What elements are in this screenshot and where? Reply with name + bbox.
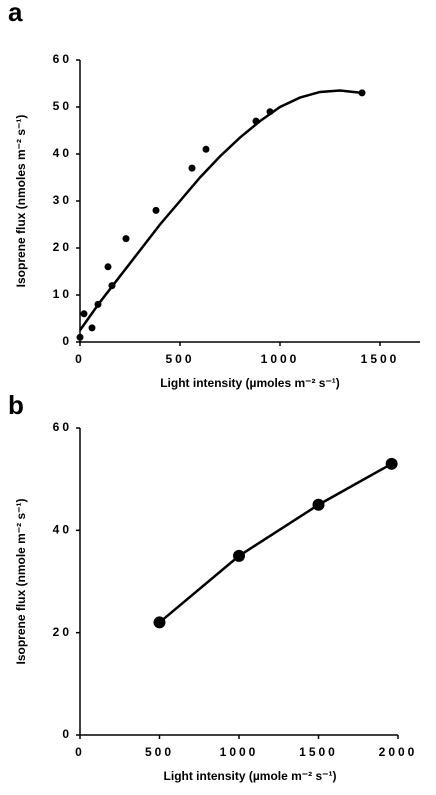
point: [358, 89, 366, 97]
point: [80, 310, 88, 318]
x-tick-label: 1000: [220, 745, 259, 759]
point: [266, 108, 274, 116]
point: [188, 164, 196, 172]
point: [252, 117, 260, 125]
fit-curve: [78, 89, 363, 331]
y-tick-label: 60: [53, 420, 72, 434]
x-axis-label: Light intensity (µmoles m⁻² s⁻¹): [160, 376, 340, 390]
point: [108, 282, 116, 290]
point: [202, 145, 210, 153]
x-tick-label: 500: [165, 352, 194, 366]
panel-label: a: [8, 0, 23, 27]
x-tick-label: 1500: [361, 352, 400, 366]
y-tick-label: 20: [53, 625, 72, 639]
y-tick-label: 40: [53, 523, 72, 537]
point: [152, 206, 160, 214]
x-axis-label: Light intensity (µmole m⁻² s⁻¹): [164, 769, 337, 783]
point: [153, 616, 166, 629]
y-tick-label: 10: [53, 287, 72, 301]
point: [88, 324, 96, 332]
y-axis-label: Isoprene flux (nmoles m⁻² s⁻¹): [14, 115, 28, 288]
x-tick-label: 2000: [379, 745, 418, 759]
x-tick-label: 0: [75, 745, 85, 759]
y-tick-label: 0: [62, 334, 72, 348]
point: [122, 235, 130, 243]
y-tick-label: 40: [53, 146, 72, 160]
y-tick-label: 20: [53, 240, 72, 254]
line: [158, 462, 393, 624]
point: [312, 498, 325, 511]
point: [104, 263, 112, 271]
point: [76, 333, 84, 341]
x-tick-label: 500: [145, 745, 174, 759]
y-tick-label: 60: [53, 52, 72, 66]
y-tick-label: 50: [53, 99, 72, 113]
y-tick-label: 30: [53, 193, 72, 207]
x-tick-label: 0: [75, 352, 85, 366]
y-tick-label: 0: [62, 727, 72, 741]
x-tick-label: 1000: [261, 352, 300, 366]
y-axis-label: Isoprene flux (nmole m⁻² s⁻¹): [14, 498, 28, 664]
point: [233, 549, 245, 562]
panel-label: b: [8, 390, 24, 420]
x-tick-label: 1500: [299, 745, 338, 759]
point: [385, 457, 398, 470]
point: [94, 300, 102, 308]
